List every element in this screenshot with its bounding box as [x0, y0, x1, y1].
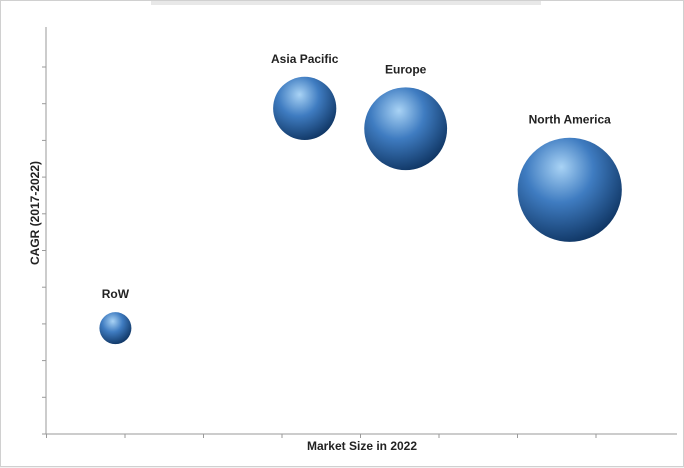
bubble-label-north-america: North America	[529, 113, 612, 127]
x-axis-ticks	[46, 434, 597, 438]
bubble-label-asia-pacific: Asia Pacific	[271, 52, 339, 66]
y-axis-ticks	[42, 66, 46, 435]
bubble-series	[99, 76, 622, 345]
cropped-title-remnant	[151, 1, 541, 5]
bubble-asia-pacific	[273, 76, 337, 140]
bubble-row	[99, 312, 132, 345]
x-axis-title: Market Size in 2022	[307, 439, 417, 453]
y-axis-title: CAGR (2017-2022)	[28, 161, 42, 265]
bubble-labels: RoW Asia Pacific Europe North America	[102, 52, 611, 301]
bubble-north-america	[517, 137, 622, 242]
bubble-europe	[364, 87, 448, 171]
bubble-label-row: RoW	[102, 287, 130, 301]
bubble-label-europe: Europe	[385, 62, 427, 76]
